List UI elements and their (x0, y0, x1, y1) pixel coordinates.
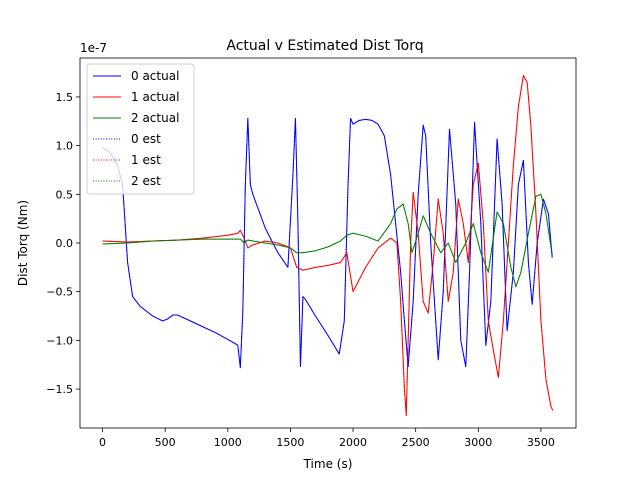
x-tick-label: 0 (99, 436, 106, 449)
legend-label-2-actual: 2 actual (131, 111, 179, 125)
y-tick-label: −1.5 (46, 383, 73, 396)
x-axis-ticks: 0 500 1000 1500 2000 2500 3000 3500 (99, 428, 555, 449)
legend-label-1-actual: 1 actual (131, 90, 179, 104)
series-line-1-est (102, 75, 554, 416)
series-layer (102, 75, 554, 416)
legend-label-0-actual: 0 actual (131, 69, 179, 83)
y-axis-label: Dist Torq (Nm) (16, 200, 30, 286)
x-tick-label: 1000 (214, 436, 242, 449)
series-line-0-est (102, 117, 553, 369)
plot-area (79, 57, 577, 429)
legend: 0 actual 1 actual 2 actual 0 est 1 est 2 est (86, 63, 195, 195)
y-axis-multiplier: 1e-7 (80, 41, 107, 55)
x-axis-label: Time (s) (303, 457, 353, 471)
x-tick-label: 500 (155, 436, 176, 449)
x-tick-label: 3500 (527, 436, 555, 449)
x-tick-label: 3000 (464, 436, 492, 449)
legend-label-0-est: 0 est (131, 132, 161, 146)
legend-label-1-est: 1 est (131, 153, 161, 167)
y-tick-label: −1.0 (46, 334, 73, 347)
y-tick-label: 0.0 (56, 237, 74, 250)
x-tick-label: 2000 (339, 436, 367, 449)
y-tick-label: −0.5 (46, 286, 73, 299)
series-line-2-est (102, 193, 553, 288)
y-tick-label: 1.5 (56, 91, 74, 104)
y-axis-ticks: −1.5 −1.0 −0.5 0.0 0.5 1.0 1.5 (46, 91, 80, 396)
chart-title: Actual v Estimated Dist Torq (226, 38, 423, 54)
y-tick-label: 1.0 (56, 140, 74, 153)
y-tick-label: 0.5 (56, 188, 74, 201)
legend-label-2-est: 2 est (131, 174, 161, 188)
x-tick-label: 2500 (402, 436, 430, 449)
x-tick-label: 1500 (276, 436, 304, 449)
